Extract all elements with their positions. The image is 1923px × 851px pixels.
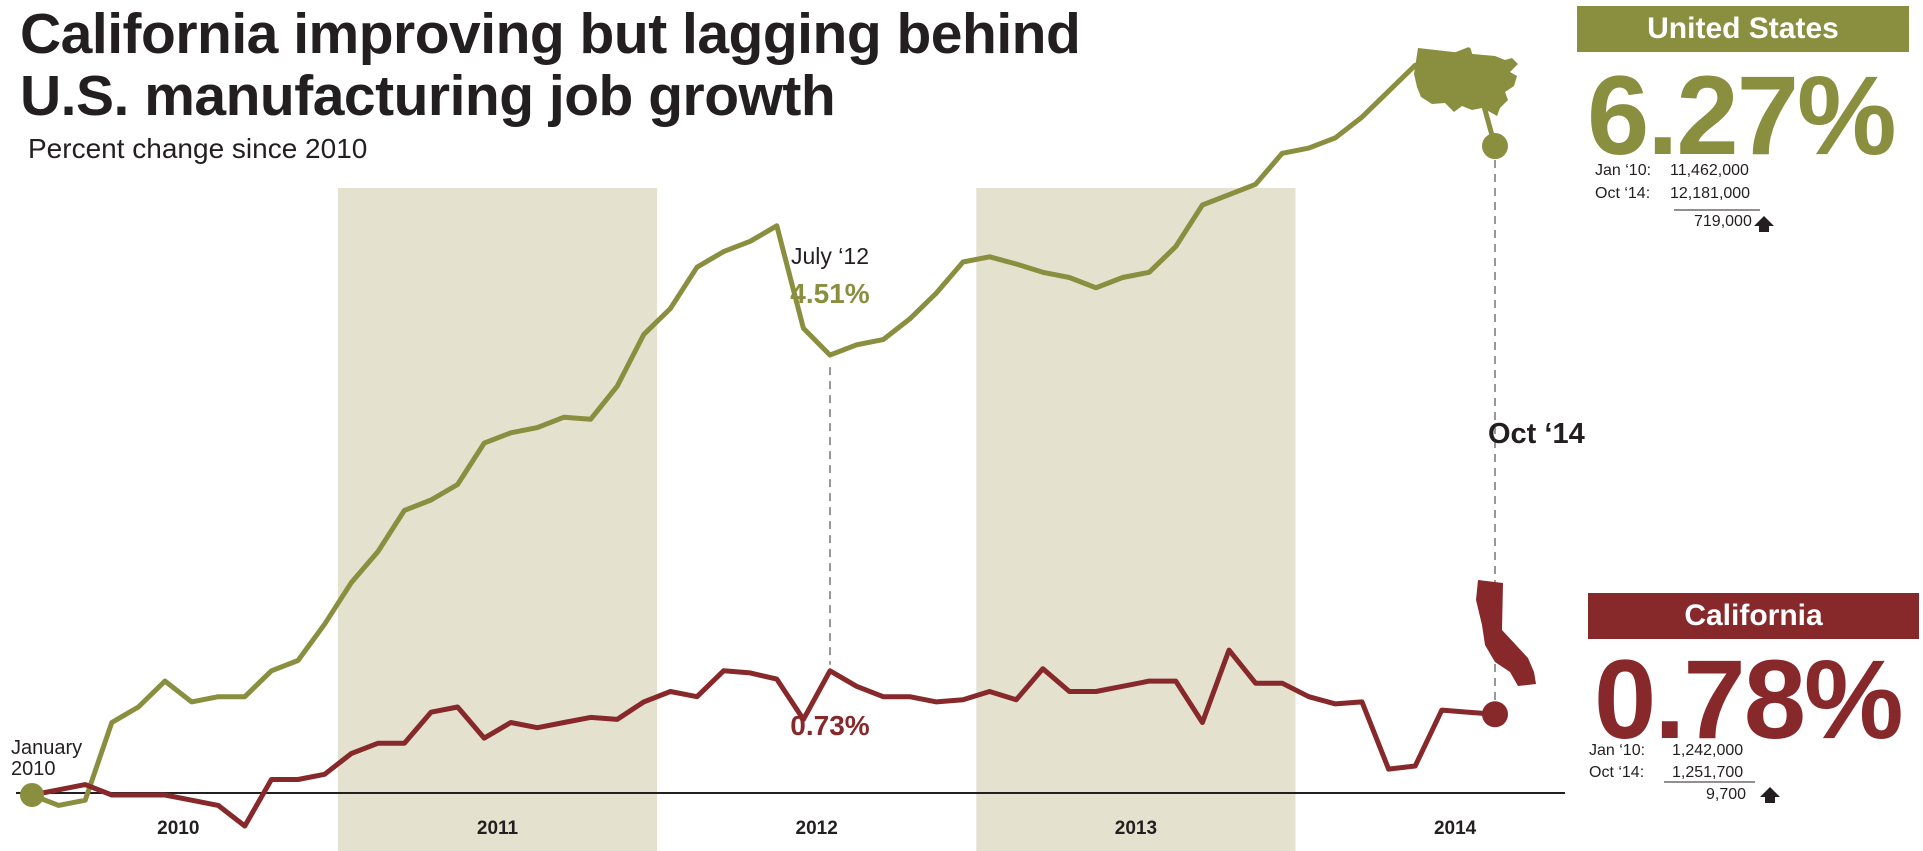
ca-end-point-marker [1482, 701, 1508, 728]
chart-title-line1: California improving but lagging behind [20, 2, 1081, 66]
us-change-value: 719,000 [1694, 213, 1752, 230]
us-end-point-marker [1482, 133, 1508, 160]
series-line-california [31, 647, 1496, 829]
ca-panel-value: 0.78% [1594, 637, 1904, 762]
us-oct-value: 12,181,000 [1670, 185, 1751, 202]
peak-ca-value: 0.73% [790, 710, 869, 741]
ca-oct-value: 1,251,700 [1672, 764, 1744, 781]
x-tick-label-2011: 2011 [477, 818, 519, 839]
ca-jan-value: 1,242,000 [1672, 742, 1744, 759]
us-oct-label: Oct ‘14: [1595, 185, 1651, 202]
x-tick-label-2014: 2014 [1434, 818, 1477, 839]
shaded-year-bands [337, 188, 1296, 851]
united-states-map-icon [1414, 48, 1518, 116]
series-line-united-states [31, 47, 1498, 808]
start-annotation-line1: January [11, 737, 82, 759]
ca-panel-header: California [1588, 593, 1919, 639]
ca-change-value: 9,700 [1706, 786, 1747, 803]
chart-subtitle: Percent change since 2010 [28, 133, 368, 164]
start-point-marker [20, 783, 44, 807]
us-panel-header: United States [1577, 6, 1909, 52]
chart-title-line2: U.S. manufacturing job growth [20, 64, 836, 128]
x-axis-tick-labels: 2010 2011 2012 2013 2014 [157, 818, 1477, 839]
peak-annotation-label: July ‘12 [791, 243, 869, 269]
up-arrow-icon [1760, 787, 1780, 803]
ca-oct-label: Oct ‘14: [1589, 764, 1645, 781]
california-map-icon [1476, 580, 1536, 686]
peak-us-value: 4.51% [790, 278, 869, 309]
x-tick-label-2010: 2010 [157, 818, 199, 839]
x-tick-label-2012: 2012 [796, 818, 838, 839]
shaded-band-2011 [337, 188, 658, 851]
up-arrow-icon [1754, 216, 1774, 232]
us-jan-value: 11,462,000 [1670, 162, 1749, 179]
shaded-band-2013 [976, 188, 1296, 851]
start-annotation-line2: 2010 [11, 758, 56, 780]
x-tick-label-2013: 2013 [1115, 818, 1157, 839]
us-jan-label: Jan ‘10: [1595, 162, 1652, 179]
end-annotation-label: Oct ‘14 [1488, 418, 1585, 450]
us-panel-value: 6.27% [1587, 53, 1897, 178]
ca-jan-label: Jan ‘10: [1589, 742, 1646, 759]
